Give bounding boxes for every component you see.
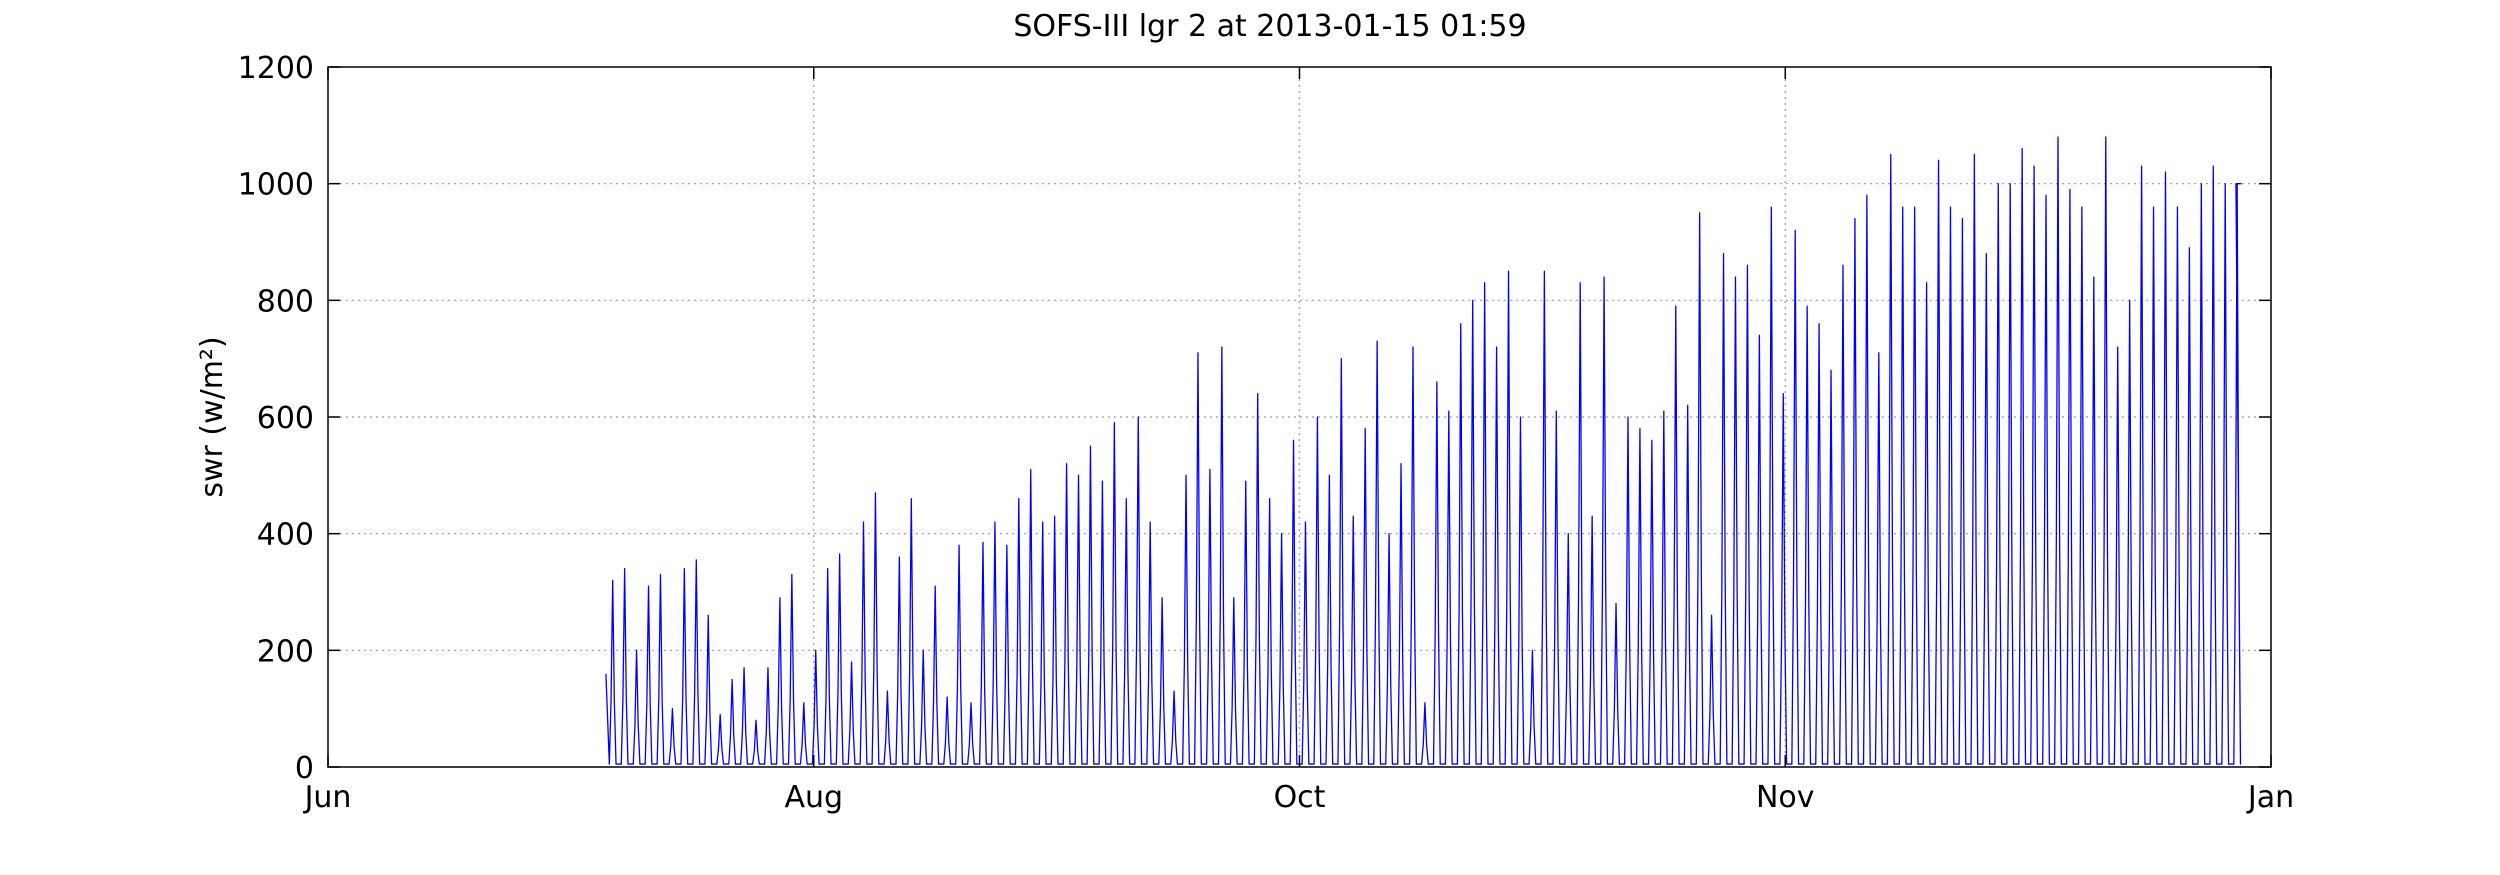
- series-swr: [605, 136, 2242, 765]
- y-tick-label: 800: [257, 284, 314, 319]
- y-axis-ticks: 0 200 400 600 800 1000 1200: [238, 51, 2271, 786]
- y-tick-label: 400: [257, 518, 314, 553]
- y-tick-label: 200: [257, 634, 314, 669]
- x-axis-ticks: Jun Aug Oct Nov Jan: [303, 67, 2294, 815]
- x-tick-label: Jan: [2246, 780, 2294, 815]
- y-tick-label: 1200: [238, 51, 314, 86]
- gridlines: [328, 67, 2271, 767]
- x-tick-label: Nov: [1756, 780, 1815, 815]
- chart-title: SOFS-III lgr 2 at 2013-01-15 01:59: [1013, 9, 1526, 44]
- x-tick-label: Jun: [303, 780, 352, 815]
- y-tick-label: 600: [257, 401, 314, 436]
- x-tick-label: Oct: [1274, 780, 1326, 815]
- y-axis-label: swr (w/m²): [195, 336, 230, 497]
- swr-line: [605, 136, 2242, 765]
- y-tick-label: 0: [295, 751, 314, 786]
- y-tick-label: 1000: [238, 168, 314, 203]
- x-tick-label: Aug: [784, 780, 843, 815]
